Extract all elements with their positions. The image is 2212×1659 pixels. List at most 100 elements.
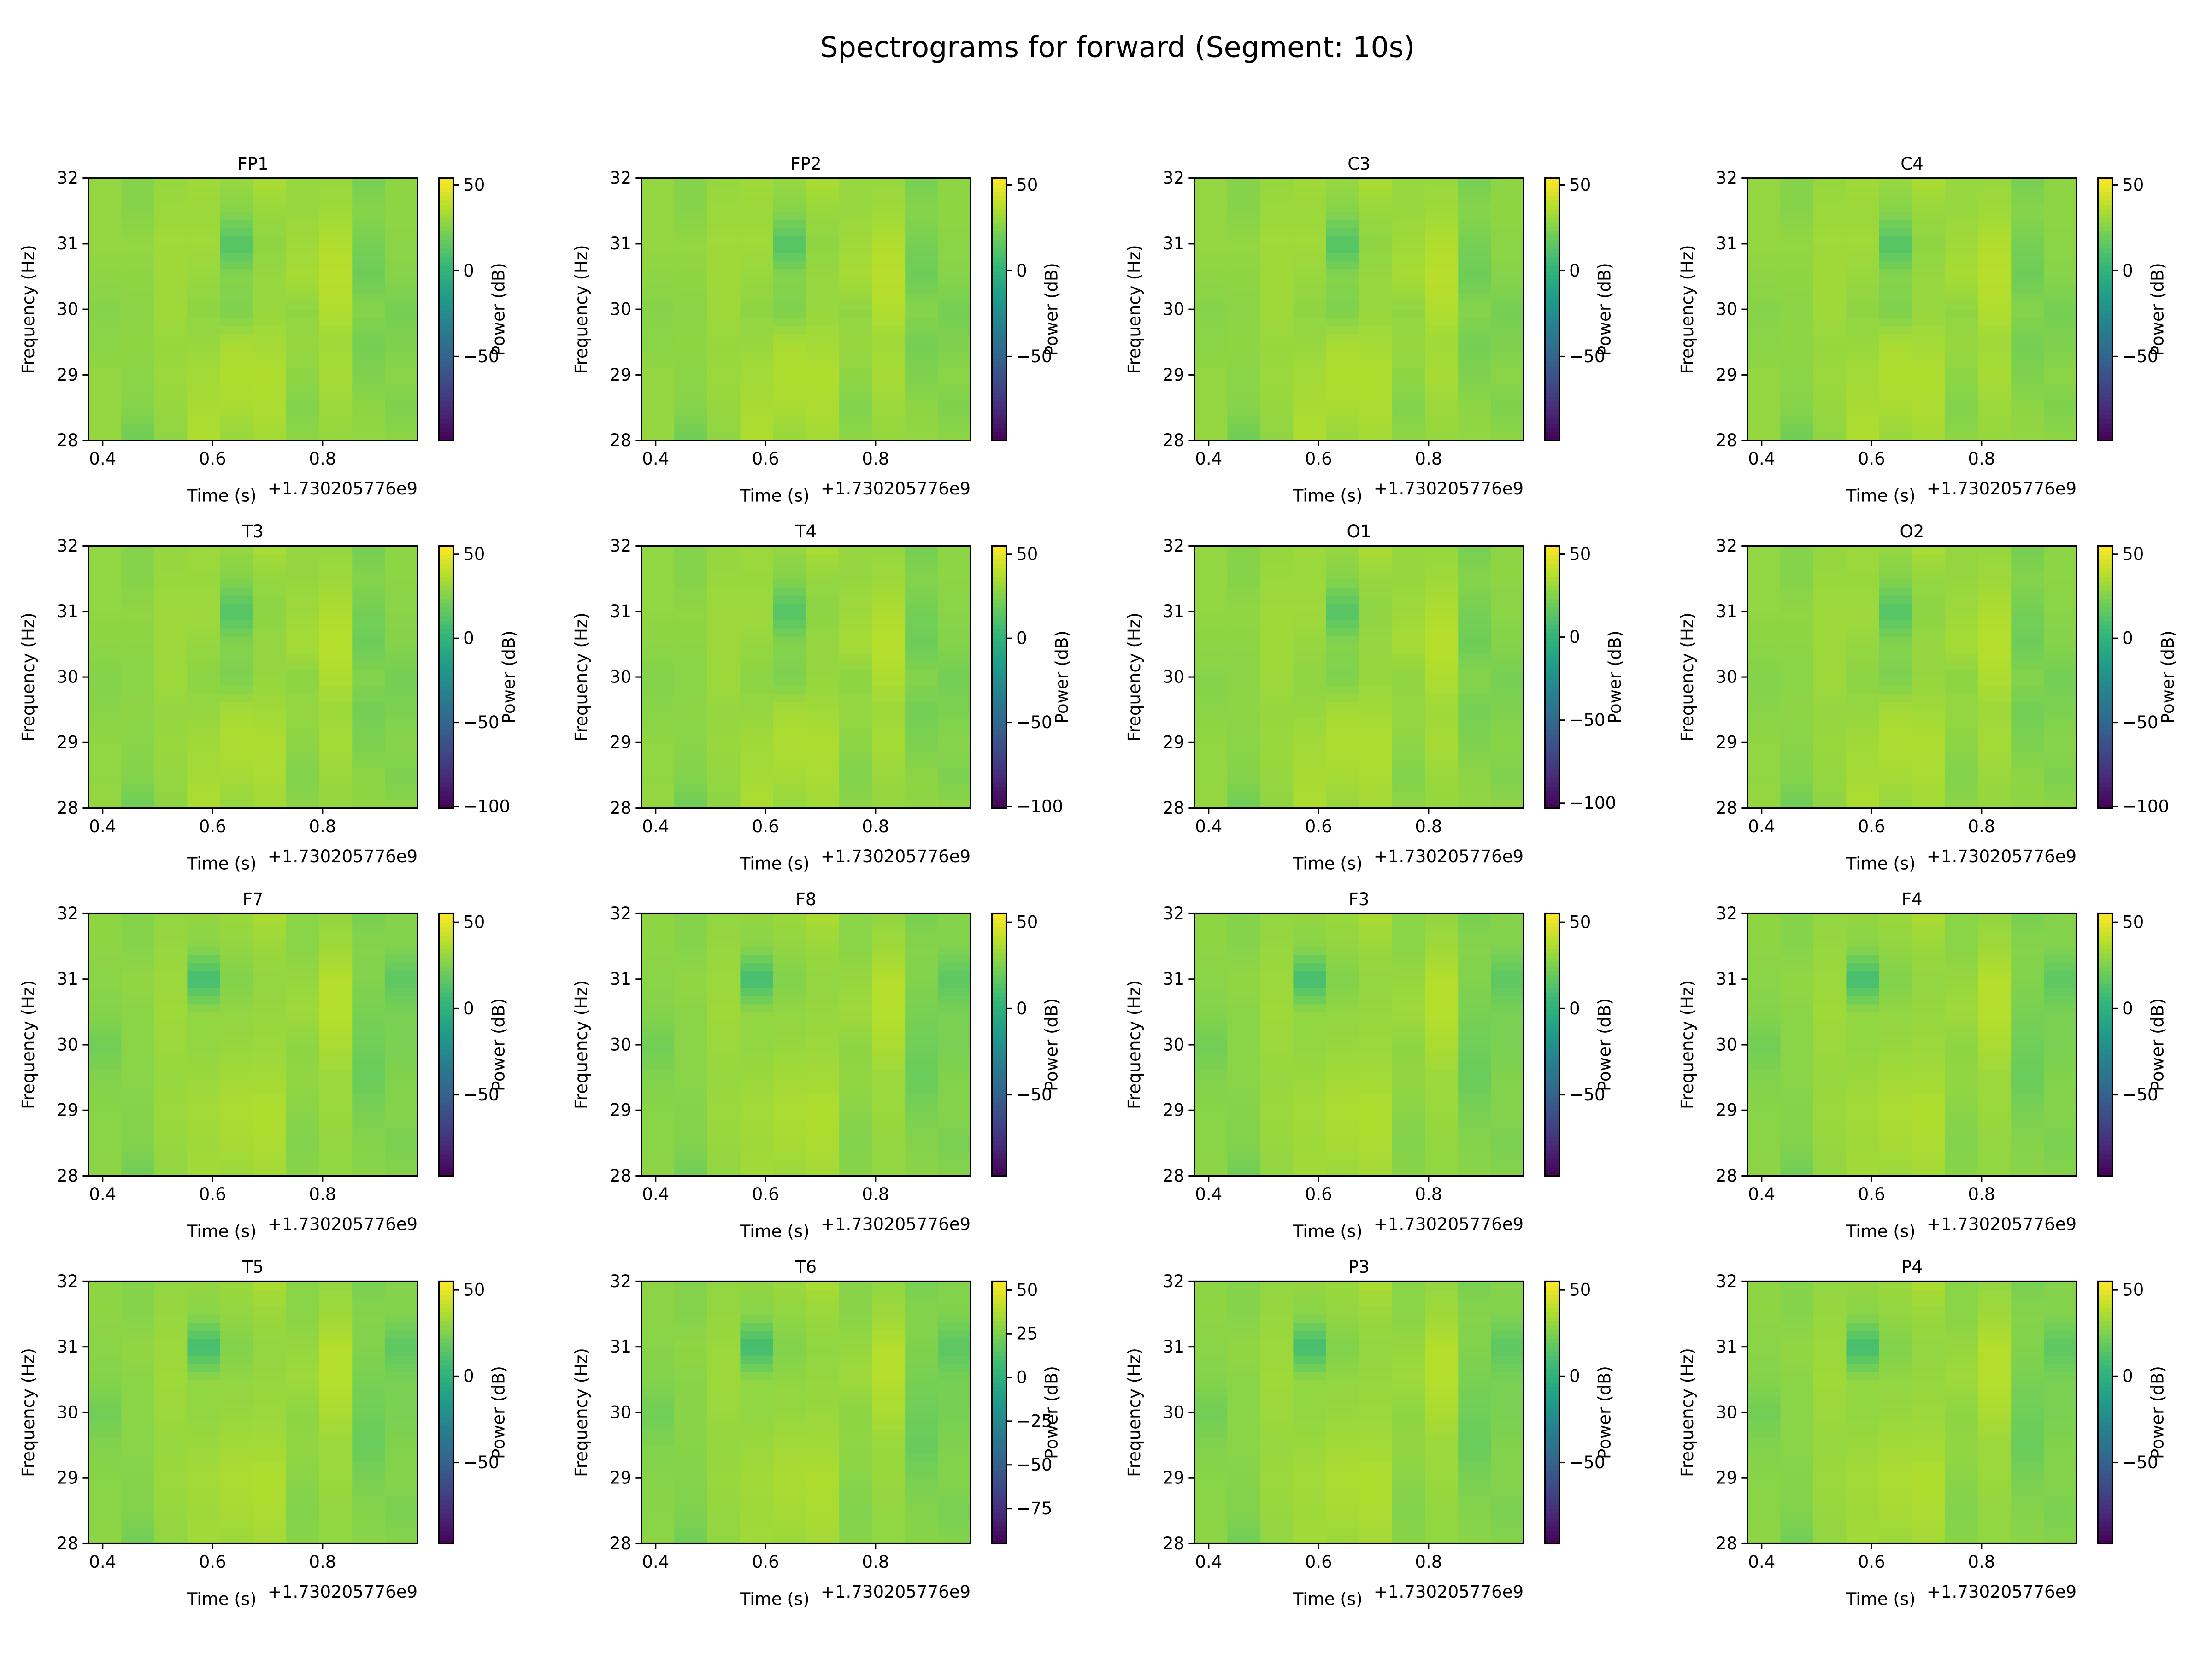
heatmap-cell <box>319 954 353 964</box>
heatmap-cell <box>1912 987 1946 996</box>
heatmap-cell <box>1879 399 1913 408</box>
heatmap-cell <box>707 619 741 629</box>
heatmap-cell <box>352 1012 386 1021</box>
heatmap-cell <box>286 1094 320 1103</box>
heatmap-cell <box>1194 293 1228 302</box>
heatmap-cell <box>1359 186 1393 195</box>
heatmap-cell <box>674 334 708 343</box>
heatmap-cell <box>1780 995 1814 1005</box>
heatmap-cell <box>2011 979 2045 988</box>
heatmap-cell <box>154 186 188 195</box>
heatmap-cell <box>154 954 188 964</box>
heatmap-cell <box>1912 366 1946 376</box>
heatmap-cell <box>253 685 287 694</box>
heatmap-cell <box>1392 194 1426 204</box>
colorbar-segment <box>992 795 1006 800</box>
heatmap-cell <box>1458 227 1492 236</box>
heatmap-cell <box>2044 677 2077 686</box>
heatmap-cell <box>1260 1110 1294 1119</box>
heatmap-cell <box>1260 1020 1294 1029</box>
heatmap-cell <box>385 325 418 335</box>
heatmap-cell <box>839 276 873 286</box>
heatmap-cell <box>707 759 741 768</box>
heatmap-cell <box>1326 1053 1360 1062</box>
colorbar-segment <box>992 655 1006 660</box>
heatmap-cell <box>773 710 807 719</box>
heatmap-cell <box>641 284 675 294</box>
heatmap-cell <box>319 235 353 245</box>
heatmap-cell <box>121 644 155 653</box>
heatmap-cell <box>286 1004 320 1013</box>
heatmap-cell <box>1326 202 1360 212</box>
heatmap-cell <box>1747 293 1781 302</box>
heatmap-cell <box>88 546 122 555</box>
heatmap-cell <box>872 701 906 711</box>
colorbar-segment <box>992 344 1006 349</box>
heatmap-cell <box>740 783 774 793</box>
heatmap-cell <box>253 399 287 408</box>
heatmap-cell <box>773 383 807 392</box>
heatmap-cell <box>1392 954 1426 964</box>
colorbar-segment <box>1545 970 1559 976</box>
heatmap-cell <box>1227 693 1261 702</box>
heatmap-cell <box>641 358 675 367</box>
heatmap-cell <box>88 317 122 326</box>
heatmap-cell <box>1912 235 1946 245</box>
colorbar-segment <box>992 988 1006 993</box>
colorbar-segment <box>1545 418 1559 424</box>
colorbar-segment <box>992 1040 1006 1046</box>
heatmap-cell <box>154 578 188 588</box>
heatmap-cell <box>1293 587 1327 596</box>
heatmap-cell <box>1359 301 1393 310</box>
heatmap-cell <box>740 971 774 980</box>
heatmap-cell <box>286 432 320 441</box>
heatmap-cell <box>1227 759 1261 768</box>
heatmap-cell <box>1879 268 1913 277</box>
colorbar-segment <box>439 594 453 599</box>
heatmap-cell <box>352 1085 386 1094</box>
colorbar-segment <box>2098 1023 2112 1028</box>
heatmap-cell <box>938 775 971 784</box>
heatmap-cell <box>707 930 741 939</box>
heatmap-cell <box>1912 930 1946 939</box>
heatmap-cell <box>154 1102 188 1111</box>
colorbar-segment <box>992 222 1006 227</box>
heatmap-cell <box>905 1159 939 1168</box>
heatmap-cell <box>385 1167 418 1177</box>
heatmap-cell <box>1780 971 1814 980</box>
heatmap-cell <box>806 995 840 1005</box>
heatmap-cell <box>88 971 122 980</box>
heatmap-cell <box>872 587 906 596</box>
heatmap-cell <box>905 554 939 563</box>
colorbar-segment <box>2098 646 2112 652</box>
heatmap-cell <box>1425 930 1459 939</box>
heatmap-cell <box>674 930 708 939</box>
heatmap-cell <box>1945 742 1979 752</box>
colorbar-segment <box>2098 931 2112 936</box>
subplot-title: O1 <box>1347 522 1371 541</box>
colorbar-segment <box>439 1018 453 1024</box>
heatmap-cell <box>872 424 906 433</box>
colorbar-segment <box>992 1171 1006 1177</box>
heatmap-cell <box>1227 342 1261 351</box>
heatmap-cell <box>839 767 873 776</box>
heatmap-cell <box>1359 194 1393 204</box>
heatmap-cell <box>220 178 254 187</box>
heatmap-cell <box>641 995 675 1005</box>
heatmap-cell <box>1194 652 1228 661</box>
heatmap-cell <box>740 701 774 711</box>
heatmap-cell <box>1491 227 1524 236</box>
heatmap-cell <box>1945 1053 1979 1062</box>
heatmap-cell <box>1458 1077 1492 1087</box>
heatmap-cell <box>1425 677 1459 686</box>
heatmap-cell <box>938 1004 971 1013</box>
colorbar-frame <box>1544 545 1560 809</box>
heatmap-cell <box>773 358 807 367</box>
heatmap-cell <box>1978 1004 2012 1013</box>
heatmap-cell <box>121 1412 155 1421</box>
heatmap-cell <box>121 701 155 711</box>
heatmap-cell <box>1813 792 1847 801</box>
heatmap-cell <box>352 1020 386 1029</box>
heatmap-cell <box>707 1118 741 1128</box>
